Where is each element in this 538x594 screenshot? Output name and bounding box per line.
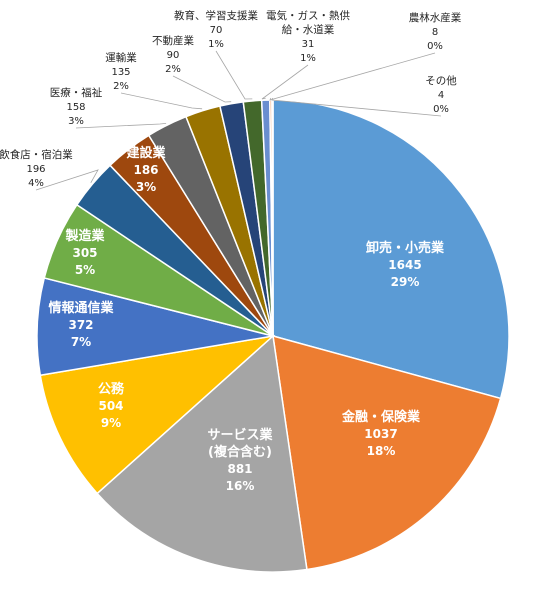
slice-label: 電気・ガス・熱供給・水道業 31 1%	[266, 9, 350, 64]
slice-label: 農林水産業 8 0%	[409, 11, 462, 52]
slice-percent: 5%	[75, 263, 95, 277]
slice-label: 運輸業 135 2%	[105, 51, 137, 92]
slice-label: 卸売・小売業 1645 29%	[366, 240, 445, 289]
leader-line	[35, 169, 99, 191]
slice-value: 8	[432, 27, 438, 38]
slice-name: 農林水産業	[409, 11, 462, 24]
leader-line	[271, 97, 442, 117]
slice-percent: 2%	[165, 64, 181, 75]
slice-label: 建設業 186 3%	[126, 145, 166, 194]
slice-name: 卸売・小売業	[366, 240, 445, 256]
slice-value: 881	[227, 462, 252, 476]
slice-percent: 18%	[367, 444, 396, 458]
slice-value: 135	[111, 67, 130, 78]
slice-name: サービス業	[207, 427, 273, 443]
pie-slice	[272, 334, 502, 571]
slice-percent: 7%	[71, 335, 91, 349]
leader-line	[261, 64, 309, 100]
slice-name: 電気・ガス・熱供	[266, 9, 350, 22]
slice-percent: 3%	[136, 180, 156, 194]
slice-percent: 3%	[68, 116, 84, 127]
leader-line	[120, 92, 203, 110]
slice-name: 医療・福祉	[50, 86, 103, 99]
slice-value: 31	[302, 39, 315, 50]
leader-line	[75, 123, 167, 129]
slice-name: 金融・保険業	[341, 409, 421, 425]
slice-label: 公務 504 9%	[98, 381, 125, 430]
slice-label: その他 4 0%	[425, 74, 457, 115]
pie-slice	[96, 334, 308, 573]
slice-value: 372	[68, 318, 93, 332]
slice-percent: 16%	[226, 479, 255, 493]
slice-name: 飲食店・宿泊業	[0, 148, 73, 161]
slice-name: その他	[425, 74, 457, 87]
slice-label: 不動産業 90 2%	[152, 34, 194, 75]
slice-label: 情報通信業 372 7%	[48, 300, 114, 349]
slice-percent: 4%	[28, 178, 44, 189]
slice-label: 飲食店・宿泊業 196 4%	[0, 148, 73, 189]
slice-name: (複合含む)	[208, 444, 272, 460]
slice-value: 1645	[388, 258, 421, 272]
slice-value: 504	[98, 399, 123, 413]
slice-percent: 29%	[391, 275, 420, 289]
slice-name: 不動産業	[152, 34, 194, 47]
slice-percent: 9%	[101, 416, 121, 430]
slice-value: 1037	[364, 427, 397, 441]
pie-slice	[271, 99, 274, 337]
slice-value: 4	[438, 90, 444, 101]
slice-value: 186	[133, 163, 158, 177]
leader-line	[269, 52, 436, 101]
slice-value: 305	[72, 246, 97, 260]
slice-value: 196	[26, 164, 45, 175]
slice-name: 運輸業	[105, 51, 137, 64]
pie-slice	[39, 334, 276, 495]
pie-slice	[272, 99, 510, 400]
slice-label: 教育、学習支援業 70 1%	[174, 9, 258, 50]
slice-percent: 0%	[433, 104, 449, 115]
slice-label: サービス業(複合含む) 881 16%	[207, 427, 273, 493]
slice-name: 教育、学習支援業	[174, 9, 258, 22]
slice-label: 製造業 305 5%	[64, 228, 105, 277]
slice-value: 70	[210, 25, 223, 36]
leader-line	[172, 75, 232, 103]
slice-value: 90	[167, 50, 180, 61]
slice-name: 製造業	[64, 228, 105, 244]
slice-percent: 1%	[300, 53, 316, 64]
slice-name: 建設業	[126, 145, 166, 161]
slice-label: 金融・保険業 1037 18%	[341, 409, 421, 458]
slice-value: 158	[66, 102, 85, 113]
slice-name: 公務	[98, 381, 125, 397]
slice-label: 医療・福祉 158 3%	[50, 86, 103, 127]
slice-percent: 2%	[113, 81, 129, 92]
slice-name: 給・水道業	[282, 23, 335, 36]
slice-name: 情報通信業	[48, 300, 114, 316]
slice-percent: 0%	[427, 41, 443, 52]
slice-percent: 1%	[208, 39, 224, 50]
leader-line	[215, 50, 253, 100]
